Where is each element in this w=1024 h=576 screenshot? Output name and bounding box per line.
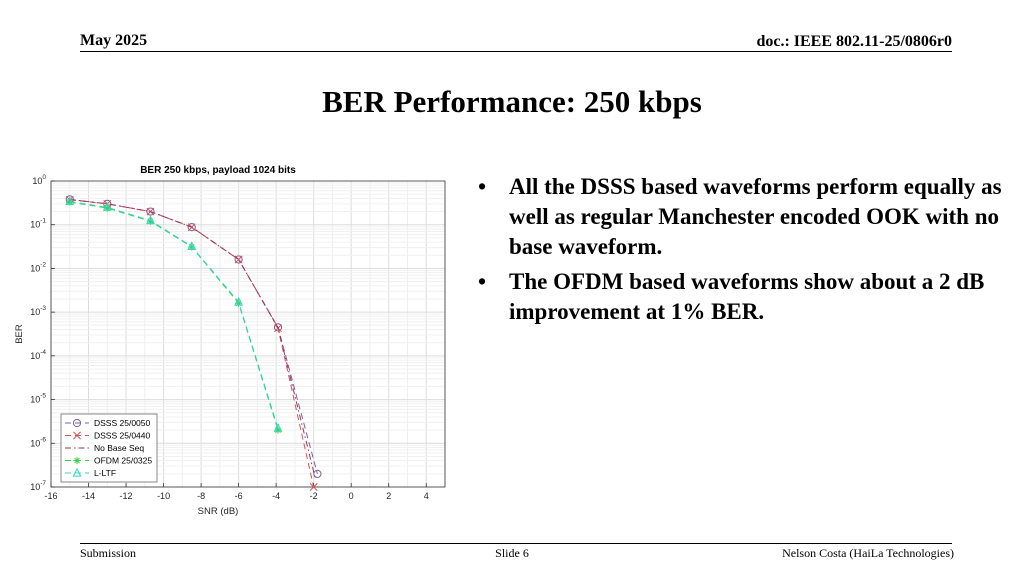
ber-chart: -16 -14 -12 -10 -8 -6 -4 -2 0 2 4 100 10-1 10-2 10-3 10… (14, 165, 446, 517)
data-point (187, 223, 196, 232)
footer-submission: Submission (80, 546, 137, 560)
x-tick-label: 2 (386, 491, 391, 501)
data-point (103, 204, 111, 212)
legend-marker (73, 456, 81, 465)
data-point (146, 207, 155, 216)
x-tick-label: -8 (197, 491, 205, 501)
data-point (234, 296, 244, 306)
legend-label: OFDM 25/0325 (94, 456, 152, 466)
legend-label: No Base Seq (94, 443, 144, 453)
plot-frame (50, 180, 446, 488)
data-point (273, 423, 283, 432)
y-tick-label: 10-5 (30, 393, 46, 405)
footer-slide-number: Slide 6 (495, 546, 529, 560)
y-tick-label: 10-7 (30, 480, 46, 492)
y-tick-label: 10-1 (30, 218, 46, 230)
x-tick-label: 0 (349, 491, 354, 501)
legend-marker (73, 431, 81, 440)
chart-title: BER 250 kbps, payload 1024 bits (140, 165, 296, 176)
legend-marker (72, 418, 82, 428)
data-point (234, 255, 243, 264)
x-tick-label: -14 (82, 491, 95, 501)
slide-title: BER Performance: 250 kbps (322, 84, 702, 119)
data-point (146, 217, 155, 225)
y-tick-label: 10-3 (30, 305, 46, 317)
bullet-item-ofdm: The OFDM based waveforms show about a 2 … (478, 267, 1018, 327)
chart-legend: DSSS 25/0050 DSSS 25/0440 No Base Seq OFDM … (60, 413, 158, 483)
x-tick-label: -12 (120, 491, 133, 501)
bullet-item-dsss: All the DSSS based waveforms perform equ… (478, 172, 1018, 262)
footer-author: Nelson Costa (HaiLa Technologies) (782, 546, 954, 560)
header-date: May 2025 (80, 32, 148, 49)
x-tick-label: 4 (424, 491, 429, 501)
y-tick-label: 10-4 (30, 349, 46, 361)
series-no-base-seq (69, 198, 317, 480)
y-tick-label: 100 (32, 174, 46, 186)
bullet-list: All the DSSS based waveforms perform equ… (478, 172, 1018, 332)
x-tick-label: -4 (272, 491, 280, 501)
legend-marker (72, 467, 82, 477)
series-line (69, 200, 279, 429)
legend-box (60, 413, 158, 483)
legend-label: L-LTF (94, 468, 116, 478)
y-tick-label: 10-6 (30, 436, 46, 448)
header-divider (80, 51, 952, 52)
data-point (313, 469, 322, 478)
data-point (274, 426, 282, 434)
data-point (146, 215, 155, 225)
data-point (187, 241, 197, 250)
data-point (234, 255, 243, 264)
legend-label: DSSS 25/0440 (94, 431, 151, 441)
data-point (102, 202, 112, 211)
data-point (66, 198, 74, 206)
x-axis-label: SNR (dB) (198, 506, 239, 517)
data-point (65, 196, 75, 206)
x-tick-label: -6 (235, 491, 243, 501)
data-point (273, 323, 283, 332)
footer-divider (80, 543, 952, 544)
series-line (69, 198, 317, 480)
x-tick-label: -2 (310, 491, 318, 501)
y-axis-label: BER (14, 324, 25, 344)
x-tick-label: -10 (157, 491, 170, 501)
legend-label: DSSS 25/0050 (94, 418, 151, 428)
x-tick-label: -16 (44, 491, 57, 501)
data-point (309, 483, 318, 491)
series-l-ltf (65, 196, 283, 432)
series-line (69, 201, 279, 431)
y-tick-label: 10-2 (30, 261, 46, 273)
header-doc-id: doc.: IEEE 802.11-25/0806r0 (756, 33, 952, 50)
